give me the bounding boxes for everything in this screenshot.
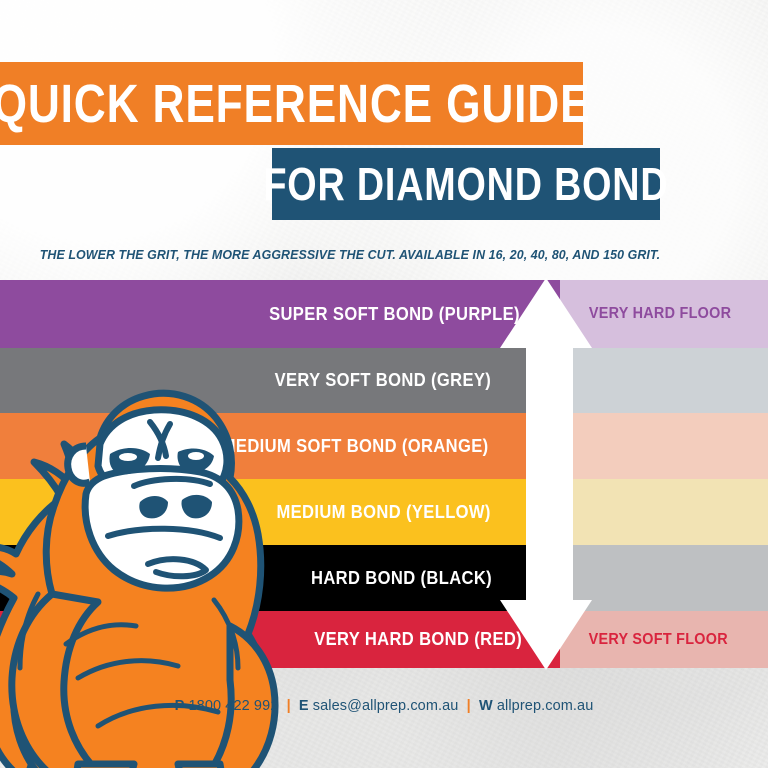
web-key: W xyxy=(478,698,493,714)
bond-row-label: SUPER SOFT BOND (PURPLE) xyxy=(269,303,521,324)
bond-row-purple: SUPER SOFT BOND (PURPLE) xyxy=(0,280,583,348)
subtitle-grits-1: 16, 20, 40, 80, xyxy=(488,247,570,262)
separator-icon: | xyxy=(286,698,291,714)
bond-row-label: VERY SOFT BOND (GREY) xyxy=(274,370,491,390)
subtitle-plain: THE LOWER THE GRIT, THE MORE AGGRESSIVE … xyxy=(39,247,489,262)
floor-row-5 xyxy=(573,545,768,611)
subtitle-and: AND xyxy=(569,247,604,262)
floor-row-very-hard: VERY HARD FLOOR xyxy=(560,280,768,348)
bond-row-label: HARD BOND (BLACK) xyxy=(311,567,493,588)
bond-row-grey: VERY SOFT BOND (GREY) xyxy=(0,348,552,413)
page-title-line1: QUICK REFERENCE GUIDE xyxy=(0,73,591,134)
email-key: E xyxy=(298,698,309,714)
gorilla-mascot-illustration xyxy=(0,326,302,768)
phone-value[interactable]: 1800 422 992 xyxy=(188,698,279,714)
floor-row-4 xyxy=(573,479,768,545)
web-value[interactable]: allprep.com.au xyxy=(496,698,594,714)
title-banner-secondary: FOR DIAMOND BOND xyxy=(264,148,668,220)
floor-row-3 xyxy=(573,413,768,479)
floor-row-label: VERY HARD FLOOR xyxy=(588,305,732,322)
bond-row-label: MEDIUM BOND (YELLOW) xyxy=(276,501,491,522)
bond-row-label: VERY HARD BOND (RED) xyxy=(314,629,523,649)
floor-row-very-soft: VERY SOFT FLOOR xyxy=(560,611,768,668)
footer-contact: P 1800 422 992 | E sales@allprep.com.au … xyxy=(0,698,768,714)
title-banner-primary: QUICK REFERENCE GUIDE xyxy=(0,62,590,145)
bond-row-label: MEDIUM SOFT BOND (ORANGE) xyxy=(221,435,489,456)
gorilla-icon xyxy=(0,389,279,768)
subtitle-grits-2: 150 GRIT. xyxy=(603,247,661,262)
separator-icon: | xyxy=(466,698,471,714)
phone-key: P xyxy=(174,698,185,714)
email-value[interactable]: sales@allprep.com.au xyxy=(312,698,459,714)
floor-row-label: VERY SOFT FLOOR xyxy=(588,630,728,648)
page-title-line2: FOR DIAMOND BOND xyxy=(263,158,669,210)
subtitle-text: THE LOWER THE GRIT, THE MORE AGGRESSIVE … xyxy=(21,247,679,262)
floor-row-2 xyxy=(573,348,768,413)
